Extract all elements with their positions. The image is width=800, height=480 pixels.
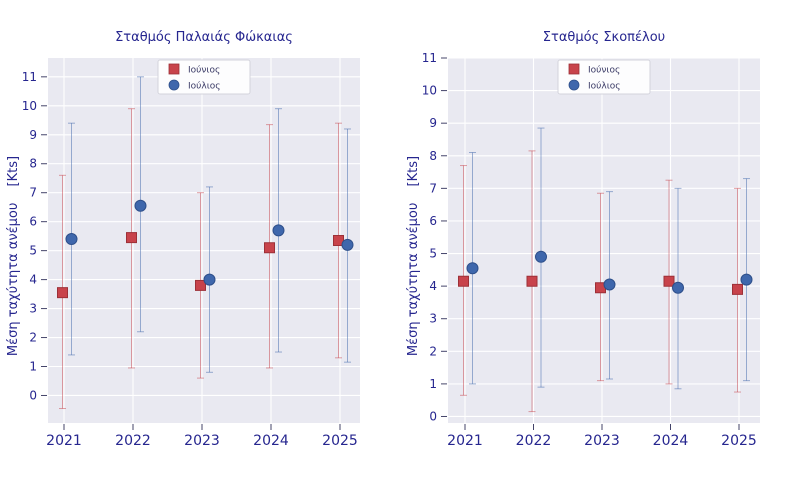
x-tick-label: 2021 [46,433,82,449]
y-tick-label: 10 [422,84,437,98]
legend-box [557,59,651,95]
x-tick-label: 2023 [184,433,220,449]
x-tick-label: 2021 [447,433,483,449]
y-tick-label: 4 [29,273,37,287]
y-tick-label: 8 [429,149,437,163]
legend-item: Ιούλιος [168,79,221,92]
data-point-marker-square [526,275,538,287]
data-point-marker-square [195,279,206,291]
x-tick-label: 2022 [516,433,552,449]
y-tick-label: 2 [429,344,437,358]
chart-title-palaia-fokaia: Σταθμός Παλαιάς Φώκαιας [115,30,293,45]
y-axis-label-text: Μέση ταχύτητα ανέμου [6,202,21,357]
data-point-marker-square [126,232,137,244]
y-tick-label: 2 [29,331,37,345]
y-tick-label: 7 [429,181,437,195]
legend-item: Ιούνιος [568,63,620,76]
y-tick-label: 11 [422,51,437,65]
x-tick-label: 2025 [721,433,757,449]
y-tick-label: 5 [429,247,437,261]
data-point-marker-circle [272,224,285,237]
x-tick-label: 2024 [653,433,689,449]
data-point-marker-square [732,283,743,295]
y-axis-label-left: Μέση ταχύτητα ανέμου [Kts] [6,106,22,406]
chart-skopelou: 2021 2022 2023 2024 2025 0 1 2 3 4 5 6 7 8 9 10 11 Ιούνιο… [422,51,760,449]
data-point-marker-circle [740,273,753,286]
y-tick-label: 0 [429,409,437,423]
legend-box [157,59,251,95]
data-point-marker-square [264,242,275,254]
chart-palaia-fokaia: 2021 2022 2023 2024 2025 0 1 2 3 4 5 6 7 8 9 10 11 Ιούνιο… [22,58,360,449]
y-tick-label: 3 [29,302,37,316]
y-axis-unit-text: [Kts] [6,155,21,187]
data-point-marker-square [663,275,675,287]
legend-label: Ιούνιος [588,65,620,76]
y-tick-label: 5 [29,244,37,258]
x-tick-label: 2025 [322,433,358,449]
legend: Ιούνιος Ιούλιος [557,59,651,95]
y-axis-unit-text: [Kts] [406,155,421,187]
y-tick-label: 6 [429,214,437,228]
legend-label: Ιούλιος [188,81,221,92]
legend: Ιούνιος Ιούλιος [157,59,251,95]
y-tick-label: 0 [29,388,37,402]
y-axis-label-right: Μέση ταχύτητα ανέμου [Kts] [406,106,422,406]
data-point-marker-circle [341,238,354,251]
y-tick-label: 4 [429,279,437,293]
y-tick-label: 7 [29,186,37,200]
legend-square-icon [568,63,580,75]
series-july [65,76,354,373]
data-point-marker-circle [134,199,147,212]
data-point-marker-circle [603,278,616,291]
y-tick-label: 8 [29,157,37,171]
y-tick-label: 9 [429,116,437,130]
data-point-marker-circle [672,281,684,294]
legend-label: Ιούνιος [188,65,220,76]
y-tick-label: 1 [29,360,37,374]
y-tick-label: 10 [22,99,37,113]
plot-area [448,58,760,423]
y-tick-label: 6 [29,215,37,229]
legend-square-icon [168,63,180,75]
data-point-marker-square [458,275,469,287]
data-point-marker-circle [535,250,547,263]
legend-circle-icon [568,79,580,91]
data-point-marker-square [57,287,68,299]
data-point-marker-circle [65,233,78,246]
x-tick-label: 2023 [584,433,620,449]
y-axis-label-text: Μέση ταχύτητα ανέμου [406,202,421,357]
legend-circle-icon [168,79,180,91]
y-tick-label: 3 [429,312,437,326]
legend-label: Ιούλιος [588,81,621,92]
plot-area [48,58,360,423]
chart-title-skopelou: Σταθμός Σκοπέλου [542,30,666,45]
data-point-marker-circle [203,273,216,286]
x-tick-label: 2022 [115,433,151,449]
legend-item: Ιούνιος [168,63,220,76]
y-tick-label: 11 [22,70,37,84]
x-tick-label: 2024 [253,433,289,449]
series-june [57,108,344,410]
legend-item: Ιούλιος [568,79,621,92]
y-tick-label: 1 [429,377,437,391]
y-tick-label: 9 [29,128,37,142]
series-july [466,127,753,390]
data-point-marker-circle [466,262,479,275]
